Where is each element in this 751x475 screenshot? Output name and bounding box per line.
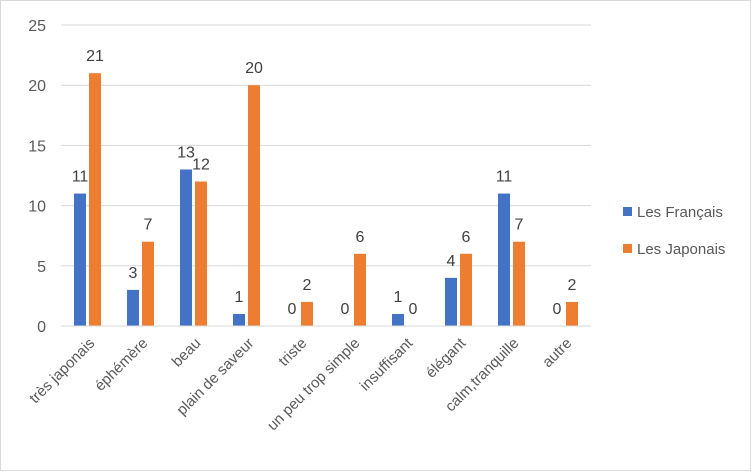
legend[interactable]: Les Français Les Japonais	[623, 204, 725, 258]
x-tick-label: insuffisant	[357, 334, 417, 394]
x-tick-label: très japonais	[26, 335, 98, 407]
bar	[354, 253, 366, 326]
legend-label: Les Japonais	[637, 241, 725, 258]
bars	[74, 73, 578, 326]
y-axis: 0 5 10 15 20 25	[28, 18, 46, 336]
x-tick-label: triste	[275, 335, 310, 370]
data-label: 0	[341, 301, 350, 318]
data-label: 6	[462, 229, 471, 246]
x-tick-label: éphémère	[92, 335, 152, 395]
x-tick-label: un peu trop simple	[264, 335, 363, 434]
x-tick-label: autre	[539, 335, 575, 371]
data-label: 1	[235, 289, 244, 306]
bar	[142, 241, 154, 326]
data-label: 2	[568, 277, 577, 294]
x-tick-label: beau	[169, 335, 205, 371]
bar	[513, 241, 525, 326]
y-tick-label: 5	[37, 259, 46, 276]
legend-item[interactable]: Les Japonais	[623, 241, 725, 258]
y-tick-label: 0	[37, 319, 46, 336]
bar	[460, 253, 472, 326]
bar	[89, 73, 101, 326]
data-label: 1	[394, 289, 403, 306]
bar	[445, 277, 457, 326]
data-label: 0	[409, 301, 418, 318]
bar	[301, 301, 313, 326]
legend-swatch	[623, 244, 632, 253]
data-label: 0	[288, 301, 297, 318]
data-label: 6	[356, 229, 365, 246]
data-label: 7	[515, 217, 524, 234]
data-label: 20	[245, 60, 263, 77]
y-tick-label: 15	[28, 138, 46, 155]
y-tick-label: 25	[28, 18, 46, 35]
bar	[195, 181, 207, 326]
bar	[248, 85, 260, 326]
y-tick-label: 10	[28, 199, 46, 216]
data-label: 21	[86, 48, 104, 65]
data-label: 11	[72, 169, 89, 186]
data-label: 4	[447, 253, 456, 270]
legend-item[interactable]: Les Français	[623, 204, 723, 221]
data-label: 12	[192, 157, 210, 174]
legend-label: Les Français	[637, 204, 723, 221]
y-tick-label: 20	[28, 78, 46, 95]
bar	[74, 193, 86, 326]
x-tick-label: élégant	[423, 334, 470, 381]
bar	[233, 313, 245, 326]
data-label: 0	[553, 301, 562, 318]
bar	[180, 169, 192, 326]
bar	[498, 193, 510, 326]
data-label: 7	[144, 217, 153, 234]
bar	[392, 313, 404, 326]
bar	[127, 289, 139, 326]
data-label: 11	[496, 169, 513, 186]
data-label: 2	[303, 277, 312, 294]
bar	[566, 301, 578, 326]
data-label: 3	[129, 265, 138, 282]
data-label: 13	[177, 144, 195, 161]
legend-swatch	[623, 207, 632, 216]
